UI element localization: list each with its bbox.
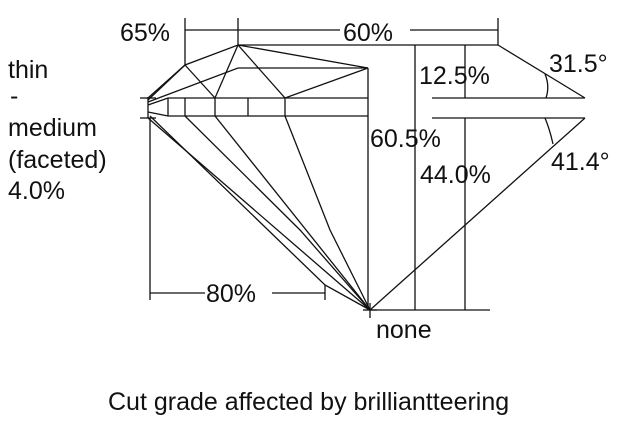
angle-arc <box>544 73 549 99</box>
crown-facets <box>147 67 368 103</box>
crown-facets <box>147 43 369 101</box>
label: none <box>376 316 432 344</box>
diamond-profile <box>140 43 586 318</box>
label: 60% <box>343 19 393 47</box>
girdle-top <box>147 97 368 106</box>
crown-angle-line <box>497 44 586 99</box>
label: medium <box>8 114 97 142</box>
label: 80% <box>206 280 256 308</box>
label: - <box>10 82 18 110</box>
label: (faceted) <box>8 146 107 174</box>
pavilion-facet <box>284 115 371 311</box>
angle-arc <box>544 117 554 145</box>
label: 44.0% <box>420 161 491 189</box>
label: 65% <box>120 19 170 47</box>
label: 4.0% <box>8 177 65 205</box>
pavilion-facet <box>214 115 371 311</box>
pavilion-facet <box>184 115 371 311</box>
dimension-lines <box>149 18 499 311</box>
crown-outline <box>147 44 369 99</box>
label: 41.4° <box>551 148 610 176</box>
label: thin <box>8 56 48 84</box>
caption: Cut grade affected by brilliantteering <box>108 388 509 416</box>
label: 60.5% <box>370 125 441 153</box>
pavilion-angle-line <box>369 117 586 311</box>
label: 31.5° <box>549 50 608 78</box>
girdle-bottom <box>147 111 368 117</box>
label: 12.5% <box>419 62 490 90</box>
